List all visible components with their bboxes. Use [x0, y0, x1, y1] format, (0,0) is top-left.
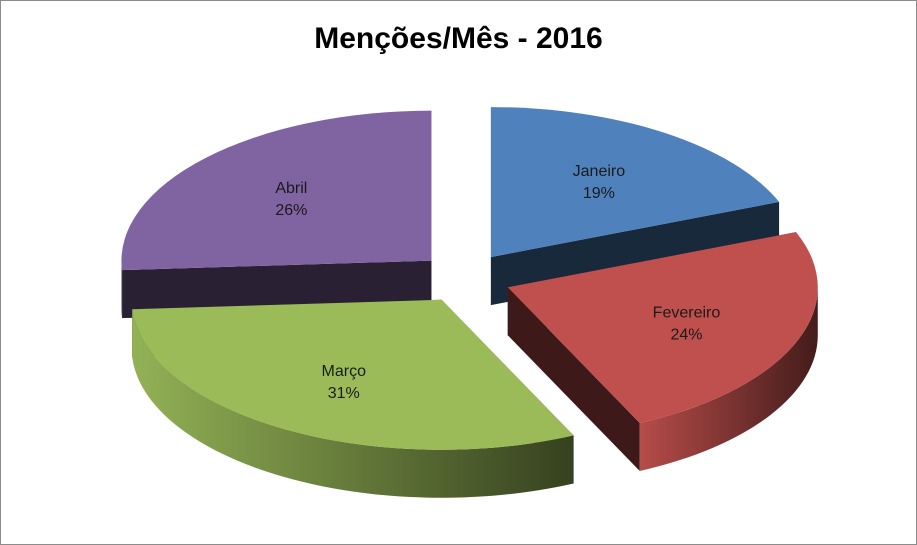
slice-percent-label: 19% [583, 185, 615, 202]
slice-side-wall [507, 287, 640, 472]
slice-percent-label: 31% [328, 385, 360, 402]
slice-category-label: Fevereiro [653, 305, 721, 322]
chart-title: Menções/Mês - 2016 [314, 22, 603, 55]
slice-top [121, 110, 432, 271]
slice-top [132, 299, 574, 450]
pie-slice-março: Março 31% [132, 299, 574, 498]
slice-category-label: Março [322, 363, 367, 380]
slice-rim [639, 287, 818, 472]
slice-percent-label: 26% [275, 202, 307, 219]
slice-rim [132, 309, 574, 498]
slice-percent-label: 24% [670, 327, 702, 344]
slice-category-label: Janeiro [573, 163, 626, 180]
slice-top [490, 107, 780, 258]
pie-slice-fevereiro: Fevereiro 24% [507, 232, 818, 472]
slice-rim [121, 260, 123, 319]
pie-slice-abril: Abril 26% [121, 110, 432, 319]
slice-top [507, 232, 818, 424]
slice-category-label: Abril [275, 180, 307, 197]
